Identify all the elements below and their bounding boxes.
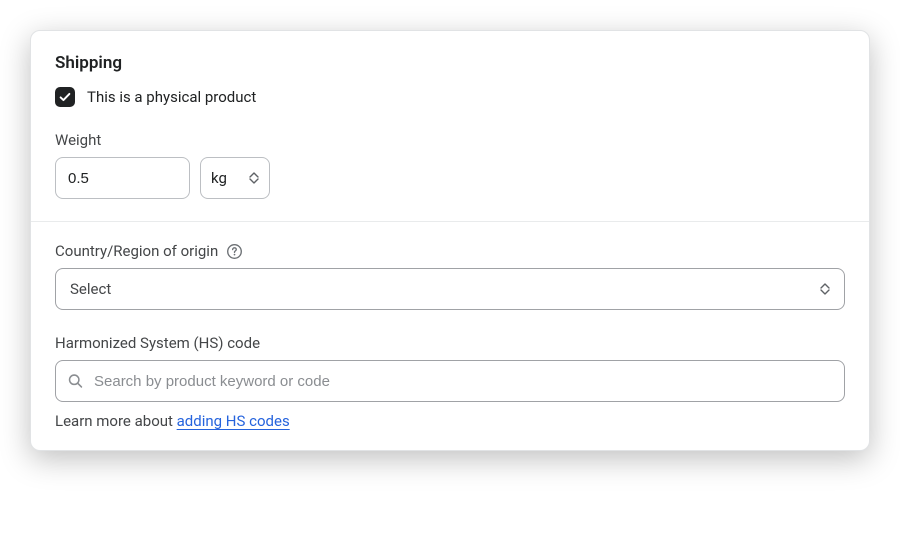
weight-unit-value: kg [211,169,227,187]
chevron-updown-icon [820,283,830,295]
learn-more-text: Learn more about adding HS codes [55,412,845,430]
weight-unit-select[interactable]: kg [200,157,270,199]
section-title: Shipping [55,53,845,73]
physical-product-checkbox[interactable] [55,87,75,107]
country-origin-value: Select [70,280,111,298]
hs-code-label: Harmonized System (HS) code [55,334,845,352]
hs-code-search-input[interactable] [55,360,845,402]
weight-label: Weight [55,131,845,149]
hs-code-search-wrapper [55,360,845,402]
weight-row: kg [55,157,845,199]
country-origin-label-text: Country/Region of origin [55,242,218,260]
physical-product-label: This is a physical product [87,88,256,106]
divider [31,221,869,222]
weight-input[interactable] [55,157,190,199]
shipping-card: Shipping This is a physical product Weig… [30,30,870,451]
learn-more-link[interactable]: adding HS codes [177,412,290,430]
check-icon [58,90,72,104]
chevron-updown-icon [249,172,259,184]
physical-product-row: This is a physical product [55,87,845,107]
learn-more-prefix: Learn more about [55,412,177,430]
country-origin-label: Country/Region of origin [55,242,845,260]
help-icon[interactable] [226,243,243,260]
search-icon [67,373,84,390]
country-origin-select[interactable]: Select [55,268,845,310]
